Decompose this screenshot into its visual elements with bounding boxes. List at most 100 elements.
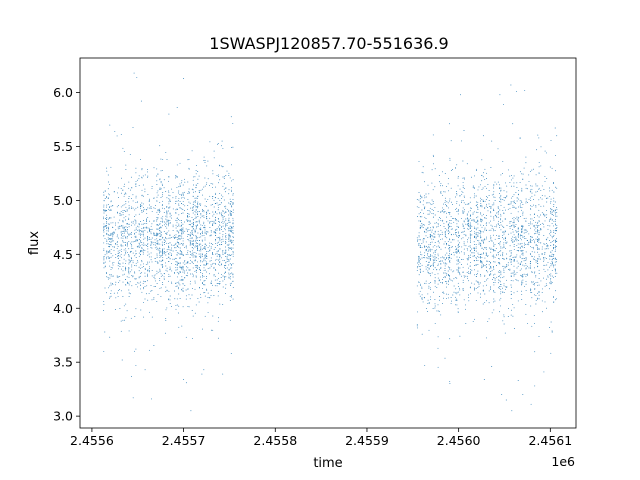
data-point xyxy=(162,193,164,195)
data-point xyxy=(484,274,486,276)
data-point xyxy=(488,205,490,207)
data-point xyxy=(206,254,207,256)
data-point xyxy=(179,201,181,203)
data-point xyxy=(216,285,218,287)
data-point xyxy=(161,195,163,197)
data-point xyxy=(481,215,483,217)
data-point xyxy=(459,289,461,291)
data-point xyxy=(231,205,233,207)
data-point xyxy=(555,154,556,156)
data-point xyxy=(107,256,109,258)
data-point xyxy=(120,192,122,194)
data-point xyxy=(547,246,549,248)
data-point xyxy=(183,191,185,193)
data-point xyxy=(130,208,132,209)
data-point xyxy=(210,329,212,331)
data-point xyxy=(131,285,133,287)
data-point xyxy=(106,228,108,229)
data-point xyxy=(139,267,141,269)
data-point xyxy=(463,195,465,197)
data-point xyxy=(446,263,448,265)
data-point xyxy=(436,249,438,251)
data-point xyxy=(481,180,483,182)
data-point xyxy=(477,235,479,237)
data-point xyxy=(513,260,515,262)
data-point xyxy=(212,252,213,253)
data-point xyxy=(168,201,170,203)
data-point xyxy=(446,257,447,259)
data-point xyxy=(443,209,445,211)
data-point xyxy=(537,258,539,260)
data-point xyxy=(555,186,557,188)
data-point xyxy=(442,279,444,280)
data-point xyxy=(474,274,476,276)
data-point xyxy=(480,257,481,259)
data-point xyxy=(449,157,451,159)
data-point xyxy=(523,232,525,234)
data-point xyxy=(525,187,527,189)
data-point xyxy=(437,245,439,247)
data-point xyxy=(162,220,164,222)
data-point xyxy=(144,267,146,269)
data-point xyxy=(181,233,183,235)
data-point xyxy=(490,247,492,249)
data-point xyxy=(225,268,227,269)
data-point xyxy=(504,332,506,334)
data-point xyxy=(140,234,141,236)
data-point xyxy=(553,254,555,256)
data-point xyxy=(212,211,214,213)
data-point xyxy=(457,270,459,272)
data-point xyxy=(175,227,177,229)
data-point xyxy=(517,193,519,195)
data-point xyxy=(523,265,525,267)
data-point xyxy=(205,233,207,235)
data-point xyxy=(553,258,554,259)
data-point xyxy=(500,277,502,279)
data-point xyxy=(135,222,137,224)
data-point xyxy=(430,243,432,245)
data-point xyxy=(490,211,492,213)
data-point xyxy=(504,286,506,288)
data-point xyxy=(225,222,227,224)
data-point xyxy=(466,163,468,165)
data-point xyxy=(106,273,108,274)
data-point xyxy=(500,270,502,272)
data-point xyxy=(112,264,114,266)
data-point xyxy=(419,270,421,272)
data-point xyxy=(120,320,122,322)
data-point xyxy=(493,301,494,303)
data-point xyxy=(115,253,117,255)
data-point xyxy=(206,231,208,233)
data-point xyxy=(197,248,198,250)
data-point xyxy=(166,270,168,272)
data-point xyxy=(490,167,492,168)
data-point xyxy=(550,201,552,203)
data-point xyxy=(513,200,515,202)
data-point xyxy=(534,322,535,324)
data-point xyxy=(210,257,212,259)
data-point xyxy=(521,258,523,260)
data-point xyxy=(467,228,468,230)
data-point xyxy=(449,213,451,215)
data-point xyxy=(535,233,537,235)
data-point xyxy=(178,204,180,206)
data-point xyxy=(425,261,427,263)
data-point xyxy=(230,201,231,203)
data-point xyxy=(205,211,207,213)
data-point xyxy=(470,293,471,295)
data-point xyxy=(187,229,189,231)
data-point xyxy=(159,271,161,273)
data-point xyxy=(417,240,419,242)
data-point xyxy=(160,236,162,238)
data-point xyxy=(540,258,542,260)
data-point xyxy=(122,225,124,227)
data-point xyxy=(210,234,212,236)
data-point xyxy=(142,175,144,177)
data-point xyxy=(232,298,234,300)
data-point xyxy=(182,192,184,194)
data-point xyxy=(147,240,148,242)
data-point xyxy=(500,284,502,286)
data-point xyxy=(536,247,538,249)
data-point xyxy=(419,283,421,285)
data-point xyxy=(203,269,205,271)
